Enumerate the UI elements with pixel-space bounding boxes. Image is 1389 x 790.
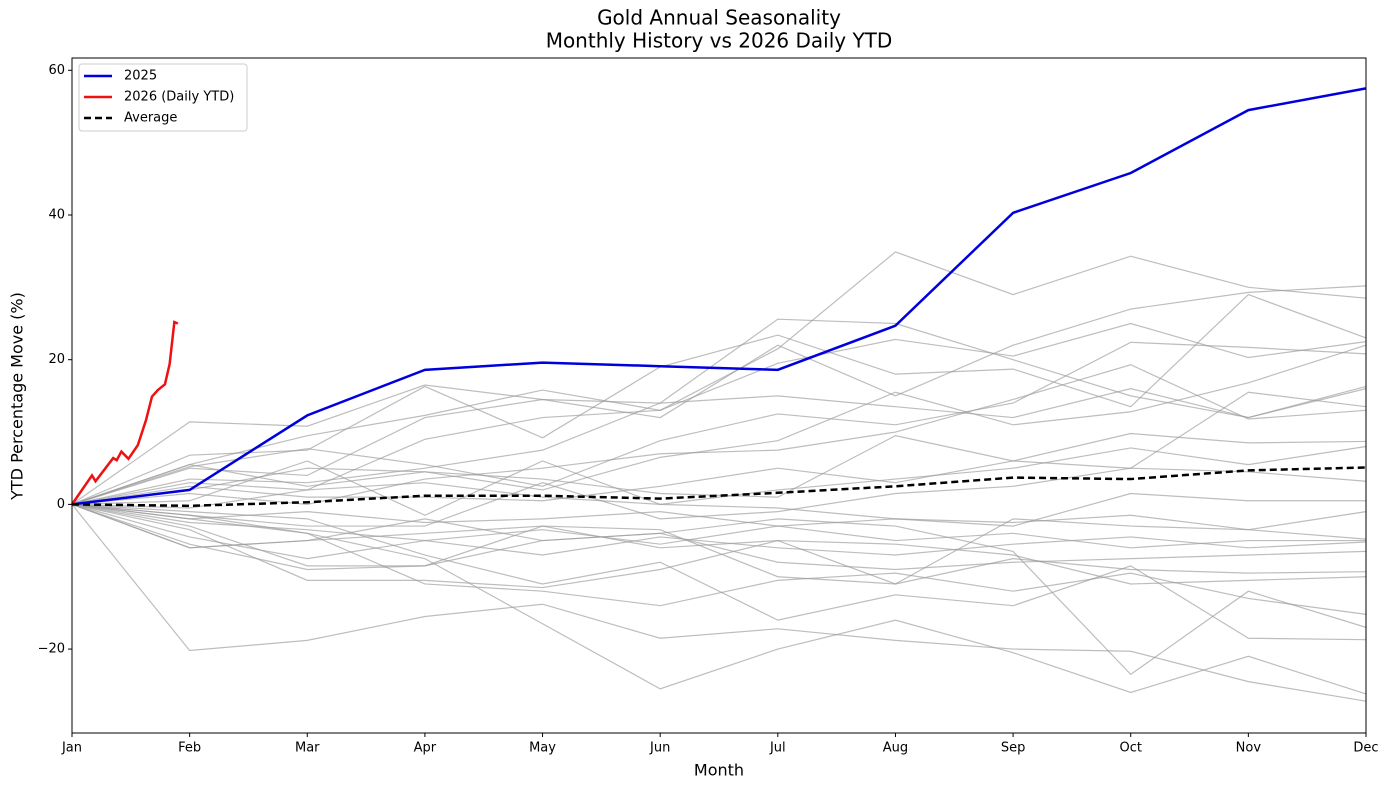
history-line — [71, 503, 1367, 676]
history-line — [71, 482, 1366, 527]
series-line — [71, 466, 1367, 508]
history-line — [71, 503, 1366, 549]
x-tick-label: May — [529, 741, 556, 756]
history-line — [71, 503, 1367, 695]
chart-title: Monthly History vs 2026 Daily YTD — [546, 29, 893, 53]
x-tick-label: Aug — [883, 741, 908, 756]
legend-box — [78, 63, 248, 132]
history-line — [71, 364, 1367, 505]
history-line — [71, 503, 1367, 589]
history-line — [71, 503, 1367, 531]
x-tick-label: Dec — [1353, 741, 1378, 756]
x-axis-label: Month — [694, 761, 744, 780]
series-line — [71, 87, 1367, 506]
x-tick-label: Apr — [414, 741, 437, 756]
plot-frame — [71, 57, 1367, 734]
legend-label: 2025 — [124, 69, 157, 84]
x-tick-label: Nov — [1236, 741, 1262, 756]
history-line — [71, 503, 1367, 571]
x-tick-label: Sep — [1001, 741, 1026, 756]
y-axis-label: YTD Percentage Move (%) — [8, 292, 27, 501]
history-line — [71, 432, 1367, 505]
history-line — [71, 503, 1367, 585]
history-line — [71, 251, 1367, 505]
chart-title: Gold Annual Seasonality — [597, 6, 841, 30]
y-tick-label: 60 — [48, 63, 65, 78]
x-tick-label: Jan — [61, 741, 82, 756]
history-line — [71, 391, 1367, 505]
history-line — [71, 503, 1367, 560]
x-tick-label: Feb — [178, 741, 201, 756]
legend-label: Average — [124, 111, 177, 126]
y-tick-label: −20 — [38, 642, 65, 657]
series-line — [70, 320, 179, 506]
x-tick-label: Jun — [649, 741, 670, 756]
x-tick-label: Mar — [295, 741, 320, 756]
history-line — [71, 445, 1367, 516]
history-line — [71, 503, 1367, 641]
history-line — [71, 285, 1367, 505]
y-tick-label: 20 — [48, 352, 65, 367]
history-line — [71, 467, 1367, 527]
x-tick-label: Jul — [769, 741, 786, 756]
history-line — [71, 344, 1367, 505]
legend-label: 2026 (Daily YTD) — [124, 90, 234, 105]
history-line — [71, 318, 1367, 505]
x-tick-label: Oct — [1119, 741, 1141, 756]
y-tick-label: 0 — [57, 497, 65, 512]
history-line — [71, 322, 1367, 505]
history-line — [71, 504, 1367, 702]
history-line — [71, 293, 1367, 505]
history-line — [71, 341, 1367, 505]
y-tick-label: 40 — [48, 207, 65, 222]
